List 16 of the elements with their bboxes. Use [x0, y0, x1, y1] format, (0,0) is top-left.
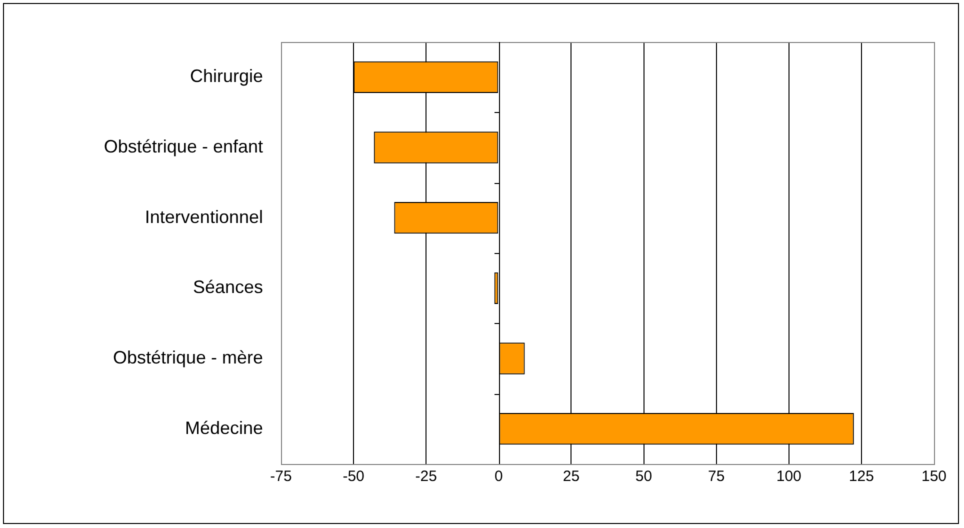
- x-tick-label: 100: [776, 468, 802, 486]
- x-tick-label: 0: [494, 468, 503, 486]
- y-tick-label: Médecine: [184, 418, 263, 438]
- y-tick-label: Chirurgie: [190, 66, 263, 86]
- x-tick-label: -25: [415, 468, 437, 486]
- x-tick-label: -50: [342, 468, 364, 486]
- x-tick-label: 50: [635, 468, 652, 486]
- y-tick-label: Obstétrique - enfant: [104, 136, 263, 156]
- y-tick-label: Interventionnel: [144, 206, 263, 227]
- x-tick-label: 125: [848, 468, 874, 486]
- y-tick-label: Obstétrique - mère: [112, 347, 263, 368]
- x-tick-label: 150: [921, 468, 947, 486]
- x-tick-label: -75: [270, 468, 292, 486]
- x-tick-label: 25: [562, 468, 580, 486]
- y-tick-label: Séances: [192, 277, 263, 298]
- x-tick-label: 75: [708, 468, 725, 486]
